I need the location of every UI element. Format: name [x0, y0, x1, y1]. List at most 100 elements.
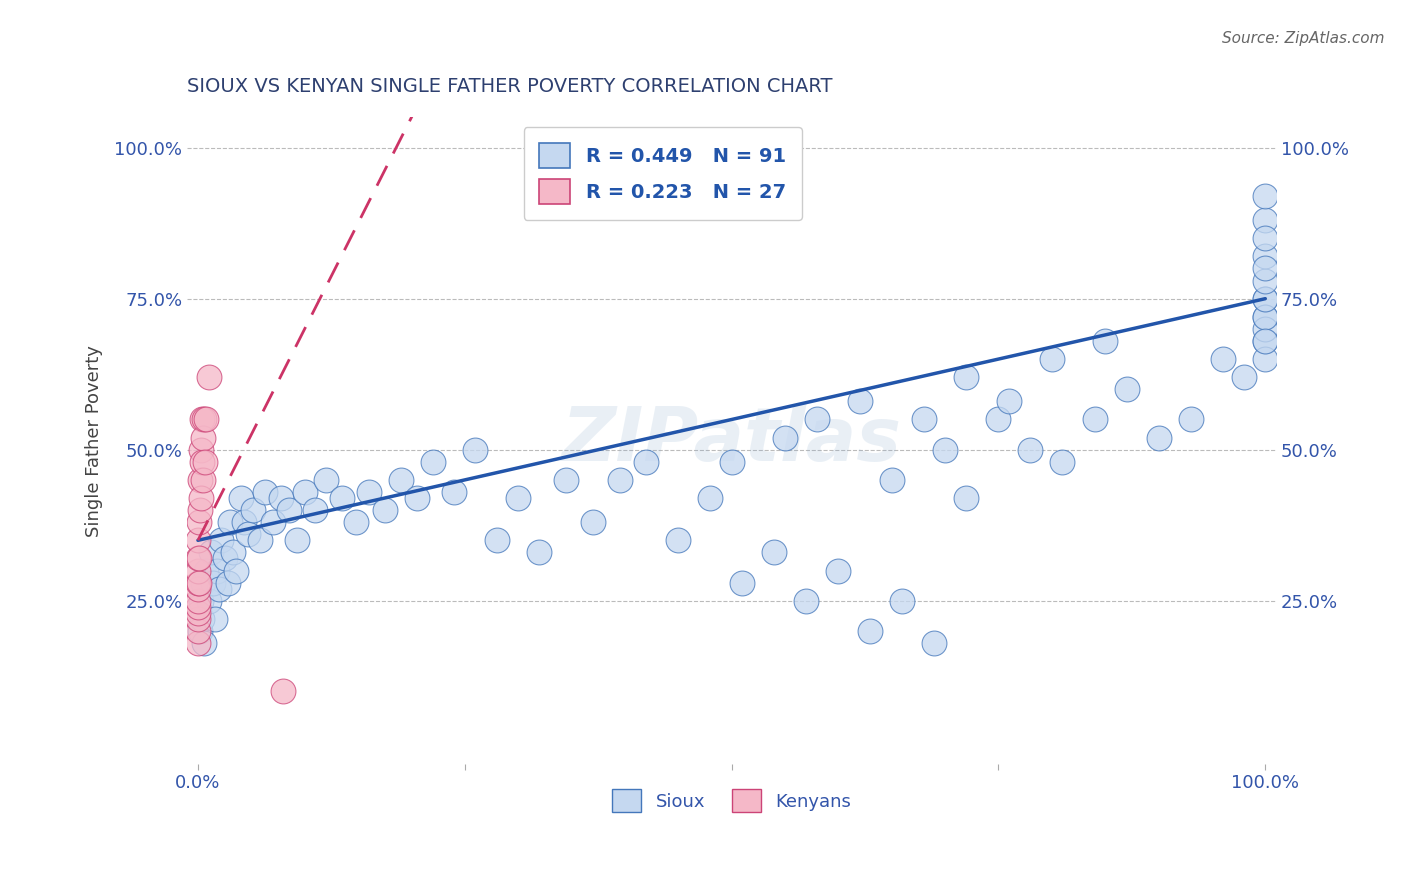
Point	[859, 624, 882, 638]
Point	[187, 582, 209, 596]
Point	[1019, 442, 1042, 457]
Point	[1180, 412, 1202, 426]
Point	[225, 564, 247, 578]
Point	[219, 515, 242, 529]
Point	[208, 582, 231, 596]
Point	[720, 455, 742, 469]
Point	[405, 491, 427, 505]
Point	[1094, 334, 1116, 348]
Point	[806, 412, 828, 426]
Point	[188, 503, 211, 517]
Point	[193, 636, 215, 650]
Point	[891, 593, 914, 607]
Legend: Sioux, Kenyans: Sioux, Kenyans	[605, 781, 859, 820]
Point	[666, 533, 689, 548]
Point	[191, 612, 214, 626]
Point	[191, 455, 214, 469]
Point	[1254, 322, 1277, 336]
Point	[188, 473, 211, 487]
Point	[1254, 334, 1277, 348]
Point	[190, 442, 212, 457]
Point	[195, 564, 218, 578]
Point	[1254, 231, 1277, 245]
Point	[254, 485, 277, 500]
Point	[232, 515, 254, 529]
Point	[190, 593, 212, 607]
Point	[1147, 431, 1170, 445]
Text: SIOUX VS KENYAN SINGLE FATHER POVERTY CORRELATION CHART: SIOUX VS KENYAN SINGLE FATHER POVERTY CO…	[187, 78, 832, 96]
Point	[848, 394, 870, 409]
Point	[201, 575, 224, 590]
Text: Source: ZipAtlas.com: Source: ZipAtlas.com	[1222, 31, 1385, 46]
Point	[1254, 261, 1277, 276]
Point	[1254, 292, 1277, 306]
Point	[443, 485, 465, 500]
Point	[422, 455, 444, 469]
Point	[193, 431, 215, 445]
Point	[270, 491, 292, 505]
Point	[187, 599, 209, 614]
Point	[204, 612, 226, 626]
Point	[912, 412, 935, 426]
Point	[187, 575, 209, 590]
Point	[193, 412, 215, 426]
Point	[998, 394, 1021, 409]
Point	[249, 533, 271, 548]
Point	[273, 684, 295, 698]
Point	[924, 636, 946, 650]
Point	[188, 624, 211, 638]
Point	[773, 431, 796, 445]
Point	[508, 491, 530, 505]
Point	[187, 612, 209, 626]
Point	[187, 636, 209, 650]
Point	[262, 515, 284, 529]
Point	[529, 545, 551, 559]
Point	[934, 442, 956, 457]
Point	[188, 575, 211, 590]
Point	[190, 491, 212, 505]
Point	[1254, 352, 1277, 367]
Point	[187, 551, 209, 566]
Point	[389, 473, 412, 487]
Point	[344, 515, 367, 529]
Point	[1254, 213, 1277, 227]
Point	[794, 593, 817, 607]
Point	[214, 551, 236, 566]
Point	[197, 593, 219, 607]
Point	[236, 527, 259, 541]
Point	[1233, 370, 1256, 384]
Point	[955, 491, 977, 505]
Point	[1254, 310, 1277, 324]
Point	[357, 485, 380, 500]
Point	[222, 545, 245, 559]
Point	[217, 575, 239, 590]
Point	[1254, 292, 1277, 306]
Point	[464, 442, 486, 457]
Point	[187, 564, 209, 578]
Point	[187, 593, 209, 607]
Point	[197, 370, 219, 384]
Point	[636, 455, 658, 469]
Text: ZIPatlas: ZIPatlas	[561, 404, 901, 477]
Point	[763, 545, 786, 559]
Point	[188, 551, 211, 566]
Point	[955, 370, 977, 384]
Point	[187, 624, 209, 638]
Point	[374, 503, 396, 517]
Point	[187, 606, 209, 620]
Point	[582, 515, 605, 529]
Point	[1040, 352, 1063, 367]
Point	[1254, 310, 1277, 324]
Point	[555, 473, 578, 487]
Point	[609, 473, 631, 487]
Point	[277, 503, 299, 517]
Point	[731, 575, 754, 590]
Point	[330, 491, 353, 505]
Point	[827, 564, 849, 578]
Point	[1254, 189, 1277, 203]
Point	[1254, 249, 1277, 263]
Point	[209, 533, 232, 548]
Point	[1115, 382, 1137, 396]
Point	[485, 533, 508, 548]
Point	[191, 412, 214, 426]
